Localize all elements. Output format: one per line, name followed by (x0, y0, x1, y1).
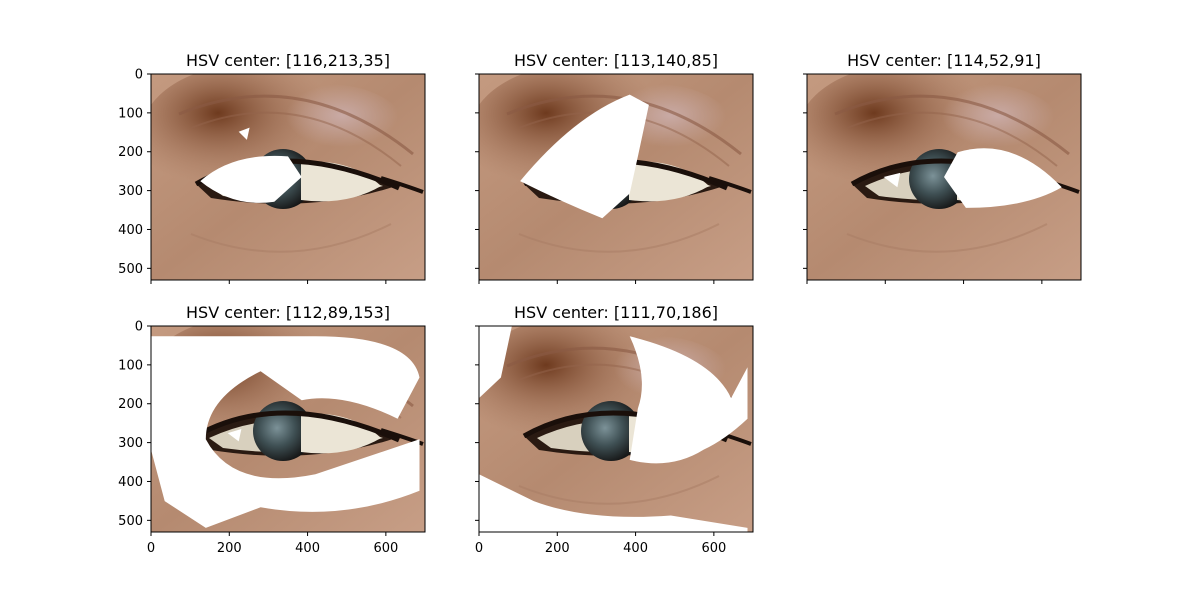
subplot-1: HSV center: [116,213,35] 0 100 200 300 400 500 (118, 51, 426, 284)
y-tick-label: 200 (118, 397, 143, 412)
y-tick-label: 500 (118, 262, 143, 277)
x-tick-label: 600 (701, 541, 726, 556)
y-tick-label: 300 (118, 184, 143, 199)
y-tick-label: 200 (118, 145, 143, 160)
subplot-title: HSV center: [116,213,35] (186, 51, 390, 70)
axes-frame (806, 73, 1082, 281)
mask-region-1 (520, 94, 649, 219)
mask-region-1 (151, 336, 420, 528)
mask-region-2 (479, 474, 748, 532)
subplot-4: HSV center: [112,89,153] 0 100 200 300 400 500… (118, 303, 426, 556)
subplot-title: HSV center: [113,140,85] (514, 51, 718, 70)
axes-frame (150, 325, 426, 533)
y-tick-label: 0 (135, 320, 143, 335)
y-tick-label: 0 (135, 68, 143, 83)
subplot-5: HSV center: [111,70,186] 0 200 400 600 (475, 303, 754, 556)
x-tick-label: 400 (295, 541, 320, 556)
mask-region-3 (479, 326, 512, 399)
x-tick-label: 600 (373, 541, 398, 556)
y-tick-label: 500 (118, 514, 143, 529)
subplot-title: HSV center: [112,89,153] (186, 303, 390, 322)
subplot-2: HSV center: [113,140,85] (475, 51, 754, 284)
x-tick-label: 200 (217, 541, 242, 556)
subplot-title: HSV center: [111,70,186] (514, 303, 718, 322)
y-tick-label: 400 (118, 223, 143, 238)
y-tick-label: 300 (118, 436, 143, 451)
y-tick-label: 400 (118, 475, 143, 490)
subplot-3: HSV center: [114,52,91] (803, 51, 1082, 284)
x-tick-label: 200 (545, 541, 570, 556)
axes-frame (150, 73, 426, 281)
mask-region-2 (883, 172, 901, 188)
axes-frame (478, 73, 754, 281)
y-tick-label: 100 (118, 106, 143, 121)
x-tick-label: 0 (147, 541, 155, 556)
mask-region-1 (944, 148, 1062, 208)
axes-frame (478, 325, 754, 533)
subplot-title: HSV center: [114,52,91] (847, 51, 1041, 70)
mask-region-1 (200, 155, 302, 203)
x-tick-label: 400 (623, 541, 648, 556)
mask-region-2 (238, 127, 250, 140)
y-tick-label: 100 (118, 358, 143, 373)
mask-region-2 (227, 429, 242, 442)
mask-region-1 (629, 336, 748, 464)
x-tick-label: 0 (475, 541, 483, 556)
